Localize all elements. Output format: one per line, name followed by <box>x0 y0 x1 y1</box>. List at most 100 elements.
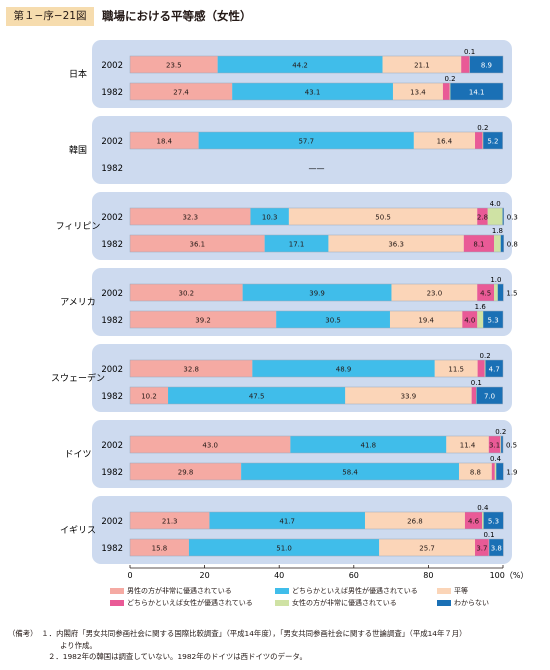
year-label: 1982 <box>101 544 123 554</box>
legend-item-cat2: どちらかといえば男性が優遇されている <box>275 587 418 596</box>
bar-segment-cat6 <box>497 284 504 301</box>
bar-segment-cat2 <box>276 311 390 328</box>
bar-outline <box>129 207 504 226</box>
data-label: 48.9 <box>336 366 352 374</box>
bar-segment-cat4 <box>488 436 501 453</box>
data-label: 0.1 <box>471 379 482 387</box>
country-label: ドイツ <box>64 450 91 460</box>
legend-label-cat6: わからない <box>454 599 489 607</box>
group-panel <box>92 116 512 184</box>
data-label: 21.1 <box>414 62 430 70</box>
year-label: 2002 <box>101 441 123 451</box>
year-label: 2002 <box>101 289 123 299</box>
bar-segment-cat5 <box>494 284 498 301</box>
data-label: 14.1 <box>469 89 485 97</box>
bar-segment-cat4 <box>471 387 477 404</box>
data-label: 29.8 <box>178 469 194 477</box>
bar-outline <box>129 234 504 253</box>
data-label: 0.2 <box>444 75 455 83</box>
data-label: 23.5 <box>166 62 182 70</box>
legend-item-cat1: 男性の方が非常に優遇されている <box>110 587 232 596</box>
bar-segment-cat1 <box>130 311 277 328</box>
data-label: 10.2 <box>141 393 157 401</box>
bar-segment-cat1 <box>130 436 291 453</box>
bar-segment-cat3 <box>413 132 476 149</box>
bar-segment-cat3 <box>434 360 478 377</box>
note-1: １．内閣府「男女共同参画社会に関する国際比較調査」（平成14年度），「男女共同参… <box>41 629 467 638</box>
data-label: 0.5 <box>506 442 517 450</box>
bar-segment-cat4 <box>461 56 470 73</box>
legend-label-cat4: どちらかといえば女性が優遇されている <box>127 599 253 607</box>
bar-outline <box>129 359 504 378</box>
x-tick-label: 20 <box>200 571 210 580</box>
bar-segment-cat6 <box>483 512 504 529</box>
bar-segment-cat1 <box>130 463 242 480</box>
data-label: 57.7 <box>298 138 314 146</box>
bar-segment-cat4 <box>491 463 495 480</box>
data-label: 8.8 <box>470 469 481 477</box>
bar-outline <box>129 435 504 454</box>
notes: （備考） １．内閣府「男女共同参画社会に関する国際比較調査」（平成14年度），「… <box>8 628 548 663</box>
bar-segment-cat2 <box>232 83 393 100</box>
bar-outline <box>129 131 503 150</box>
data-label: 2.8 <box>477 214 488 222</box>
bar-segment-cat4 <box>442 83 450 100</box>
data-label: 0.3 <box>507 214 518 222</box>
country-label: 韓国 <box>69 145 87 156</box>
bar-segment-cat6 <box>496 463 504 480</box>
data-label: 7.0 <box>484 393 495 401</box>
bar-segment-cat6 <box>500 235 504 252</box>
data-label: 19.4 <box>418 317 434 325</box>
bar-segment-cat5 <box>500 436 502 453</box>
bar-segment-cat2 <box>188 539 380 556</box>
data-label: 0.2 <box>477 124 488 132</box>
bar-segment-cat3 <box>345 387 472 404</box>
bar-segment-cat4 <box>477 284 495 301</box>
bar-segment-cat3 <box>389 311 463 328</box>
year-label: 1982 <box>101 164 123 174</box>
data-label: 18.4 <box>157 138 173 146</box>
data-label: 11.4 <box>460 442 476 450</box>
bar-outline <box>129 462 504 481</box>
data-label: 1.0 <box>490 276 501 284</box>
legend-swatch-cat1 <box>110 588 124 594</box>
data-label: 36.3 <box>388 241 404 249</box>
bar-segment-cat3 <box>379 539 476 556</box>
bar-segment-cat6 <box>469 56 503 73</box>
bar-segment-cat2 <box>250 208 289 225</box>
x-tick-label: 60 <box>349 571 359 580</box>
bar-segment-cat1 <box>130 387 169 404</box>
data-label: 32.3 <box>182 214 198 222</box>
data-label: 43.0 <box>202 442 218 450</box>
data-label: 26.8 <box>407 518 423 526</box>
bar-segment-cat6 <box>502 208 504 225</box>
data-label: 0.2 <box>480 352 491 360</box>
data-label: 0.1 <box>483 531 494 539</box>
data-label: 25.7 <box>419 545 435 553</box>
bar-segment-cat1 <box>130 235 265 252</box>
bar-segment-cat5 <box>494 463 497 480</box>
data-label: 4.6 <box>468 518 480 526</box>
bar-segment-cat5 <box>484 360 486 377</box>
data-label: 16.4 <box>437 138 453 146</box>
bar-segment-cat4 <box>475 539 489 556</box>
bar-segment-cat6 <box>485 360 503 377</box>
data-label: 30.5 <box>325 317 341 325</box>
bar-segment-cat3 <box>391 284 478 301</box>
bar-segment-cat6 <box>483 132 503 149</box>
data-label: 44.2 <box>292 62 308 70</box>
x-tick-label: 0 <box>127 571 132 580</box>
bar-segment-cat2 <box>209 512 365 529</box>
year-label: 2002 <box>101 365 123 375</box>
data-label: 32.8 <box>183 366 199 374</box>
data-label: 1.6 <box>475 303 487 311</box>
bar-outline <box>129 55 504 74</box>
figure-number: 第１−序−21図 <box>6 7 94 26</box>
bar-segment-cat2 <box>168 387 346 404</box>
notes-label: （備考） <box>8 629 34 638</box>
bar-segment-cat3 <box>328 235 464 252</box>
data-label: 5.2 <box>487 138 498 146</box>
bar-segment-cat3 <box>382 56 462 73</box>
data-label: 39.9 <box>309 290 325 298</box>
country-label: イギリス <box>60 525 96 536</box>
